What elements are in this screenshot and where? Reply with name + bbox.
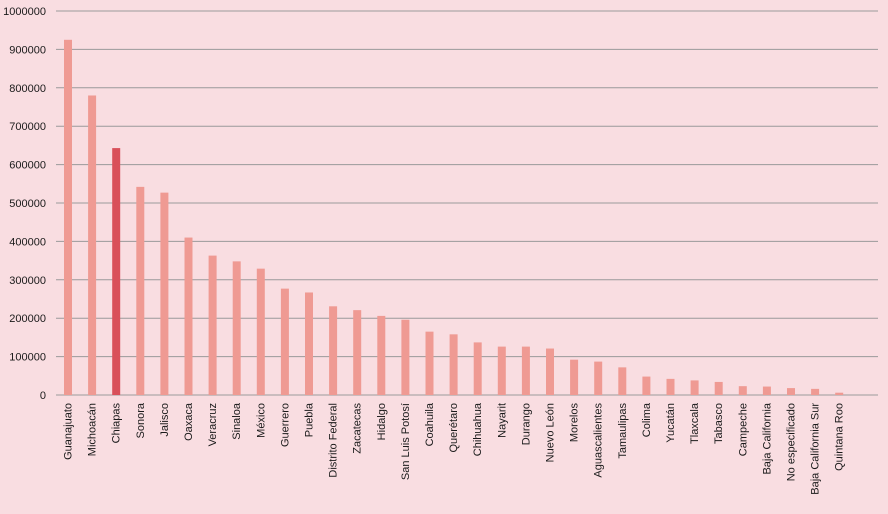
y-tick-label: 200000 bbox=[9, 313, 46, 325]
y-tick-label: 400000 bbox=[9, 236, 46, 248]
x-tick-label: Quintana Roo bbox=[834, 403, 846, 471]
x-tick-label: Querétaro bbox=[448, 403, 460, 453]
bar-veracruz bbox=[208, 255, 217, 395]
x-axis-tick-labels: Guanajuato Michoacán Chiapas Sonora Jalisco O… bbox=[63, 402, 846, 495]
y-tick-label: 600000 bbox=[9, 160, 46, 172]
x-tick-label: Guerrero bbox=[279, 403, 291, 447]
y-tick-label: 0 bbox=[40, 390, 46, 402]
x-tick-label: Campeche bbox=[737, 403, 749, 456]
x-tick-label: Sinaloa bbox=[231, 402, 243, 440]
bar-guanajuato bbox=[64, 39, 72, 396]
y-tick-label: 900000 bbox=[9, 44, 46, 56]
x-tick-label: Durango bbox=[520, 403, 532, 445]
bar-puebla bbox=[305, 292, 313, 395]
x-tick-label: Aguascalientes bbox=[593, 403, 605, 478]
bar-sinaloa bbox=[232, 261, 241, 395]
y-tick-label: 1000000 bbox=[3, 6, 46, 18]
x-tick-label: Nayarit bbox=[496, 403, 508, 438]
bar-oaxaca bbox=[184, 237, 193, 395]
bar-baja-california bbox=[762, 386, 771, 395]
x-tick-label: Chihuahua bbox=[472, 402, 484, 456]
bar-michoac-n bbox=[88, 95, 97, 395]
x-tick-label: Guanajuato bbox=[63, 403, 75, 460]
bar-quintana-roo bbox=[835, 392, 844, 395]
x-tick-label: Hidalgo bbox=[376, 403, 388, 440]
bar-guerrero bbox=[280, 288, 289, 395]
bar-campeche bbox=[738, 386, 747, 395]
x-tick-label: Tlaxcala bbox=[689, 402, 701, 444]
x-tick-label: No especificado bbox=[786, 403, 798, 481]
x-tick-label: Michoacán bbox=[87, 403, 99, 456]
bar-nuevo-le-n bbox=[546, 348, 554, 395]
bar-colima bbox=[642, 376, 651, 395]
bar-no-especificado bbox=[787, 388, 795, 395]
x-tick-label: Yucatán bbox=[665, 403, 677, 443]
x-tick-label: San Luis Potosí bbox=[400, 403, 412, 480]
x-tick-label: Zacatecas bbox=[352, 403, 364, 454]
y-tick-label: 800000 bbox=[9, 83, 46, 95]
bar-hidalgo bbox=[377, 315, 386, 395]
x-tick-label: Puebla bbox=[304, 402, 316, 437]
x-tick-label: Colima bbox=[641, 402, 653, 437]
bar-zacatecas bbox=[353, 310, 362, 395]
y-axis-tick-labels: 0 100000 200000 300000 400000 500000 600000 700… bbox=[3, 6, 46, 402]
x-tick-label: Coahuila bbox=[424, 402, 436, 446]
bar-quer-taro bbox=[449, 334, 458, 395]
x-tick-label: Distrito Federal bbox=[328, 403, 340, 478]
bar-nayarit bbox=[497, 346, 506, 395]
bar-durango bbox=[521, 346, 530, 395]
bar-jalisco bbox=[160, 192, 169, 395]
bar-morelos bbox=[570, 359, 579, 395]
bar-tlaxcala bbox=[690, 380, 699, 395]
bar-tabasco bbox=[714, 381, 723, 395]
x-tick-label: Veracruz bbox=[207, 403, 219, 446]
x-tick-label: Baja California Sur bbox=[810, 403, 822, 495]
x-tick-label: Morelos bbox=[569, 403, 581, 443]
x-tick-label: Nuevo León bbox=[545, 403, 557, 462]
bar-baja-california-sur bbox=[811, 388, 820, 395]
y-tick-label: 100000 bbox=[9, 352, 46, 364]
x-tick-label: Baja California bbox=[761, 402, 773, 474]
x-tick-label: Tabasco bbox=[713, 403, 725, 444]
bars bbox=[64, 39, 844, 396]
bar-san-luis-potos- bbox=[401, 319, 410, 395]
bar-coahuila bbox=[425, 331, 434, 395]
x-tick-label: México bbox=[255, 403, 267, 438]
x-tick-label: Sonora bbox=[135, 402, 147, 438]
x-tick-label: Tamaulipas bbox=[617, 403, 629, 459]
bar-chiapas bbox=[112, 148, 121, 395]
bar-tamaulipas bbox=[618, 367, 627, 395]
bar-m-xico bbox=[256, 268, 265, 395]
y-tick-label: 300000 bbox=[9, 275, 46, 287]
bar-chihuahua bbox=[473, 342, 482, 395]
bar-sonora bbox=[136, 186, 145, 395]
bar-yucat-n bbox=[666, 378, 675, 395]
y-tick-label: 500000 bbox=[9, 198, 46, 210]
bar-distrito-federal bbox=[329, 306, 338, 395]
gridlines bbox=[56, 10, 878, 396]
x-tick-label: Chiapas bbox=[111, 403, 123, 444]
y-tick-label: 700000 bbox=[9, 121, 46, 133]
x-tick-label: Jalisco bbox=[159, 403, 171, 437]
x-tick-label: Oaxaca bbox=[183, 402, 195, 441]
bar-aguascalientes bbox=[594, 361, 603, 395]
